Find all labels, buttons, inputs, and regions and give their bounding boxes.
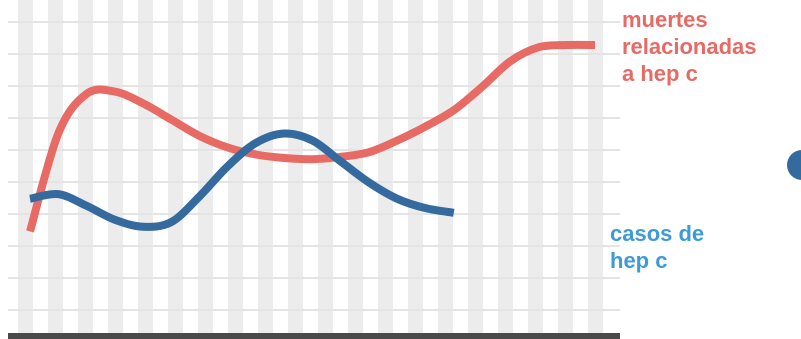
grid-band <box>138 0 153 333</box>
grid-band <box>348 0 363 333</box>
grid-band <box>588 0 603 333</box>
grid-band <box>408 0 423 333</box>
decorative-dot <box>787 150 801 180</box>
grid-band <box>258 0 273 333</box>
grid-band <box>378 0 393 333</box>
grid-band <box>318 0 333 333</box>
grid-band <box>498 0 513 333</box>
grid-band <box>228 0 243 333</box>
grid-band <box>108 0 123 333</box>
grid-band <box>558 0 573 333</box>
grid-band <box>438 0 453 333</box>
grid-band <box>78 0 93 333</box>
grid <box>8 0 620 333</box>
x-axis-baseline <box>8 333 620 339</box>
series-label-deaths: muertes relacionadas a hep c <box>622 7 757 86</box>
series-line-deaths <box>26 40 596 233</box>
grid-band <box>168 0 183 333</box>
series-lines <box>26 40 596 233</box>
grid-band <box>288 0 303 333</box>
series-label-cases: casos de hep c <box>610 221 705 273</box>
grid-band <box>48 0 63 333</box>
grid-band <box>468 0 483 333</box>
grid-band <box>528 0 543 333</box>
series-line-cases <box>29 129 455 231</box>
grid-band <box>198 0 213 333</box>
grid-band <box>18 0 33 333</box>
